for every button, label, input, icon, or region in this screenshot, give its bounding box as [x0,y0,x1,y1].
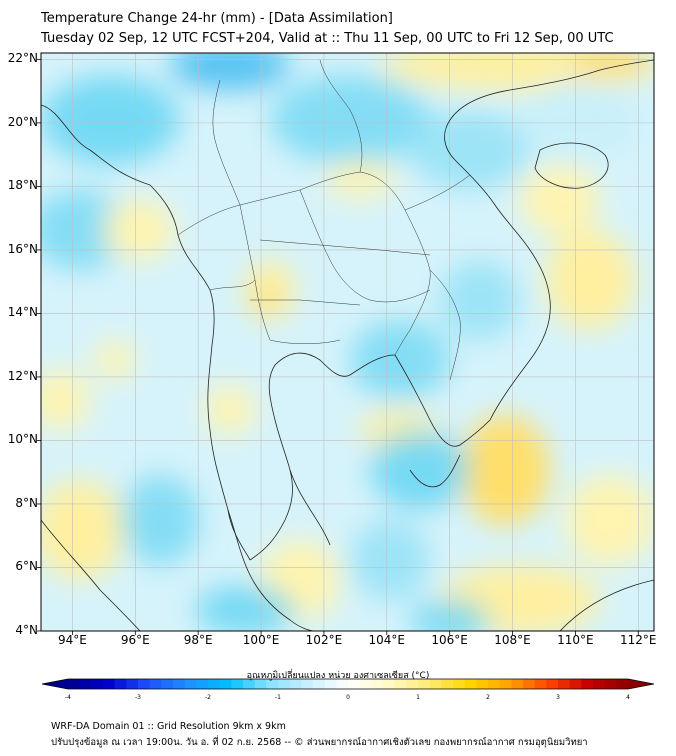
lon-tick-label: 98°E [183,633,213,647]
map-field [41,53,654,631]
colorbar-segment [464,679,477,689]
colorbar-segment [289,679,302,689]
colorbar-tick-label: 2 [486,694,490,701]
lon-tick-label: 94°E [57,633,87,647]
lat-tick-label: 6°N [15,559,38,574]
colorbar-segment [231,679,244,689]
colorbar-max-arrow [628,679,654,689]
colorbar-segment [383,679,396,689]
lat-tick-label: 4°N [15,623,38,637]
map-frame [40,52,655,632]
lon-tick-label: 96°E [120,633,150,647]
lat-tick-label: 16°N [7,241,38,256]
lon-tick-label: 104°E [368,633,406,647]
colorbar-segment [616,679,629,689]
colorbar-segment [499,679,512,689]
colorbar-segment [243,679,256,689]
colorbar-segment [196,679,209,689]
colorbar-segment [126,679,139,689]
axis-ticks [37,58,639,635]
colorbar-segment [511,679,524,689]
colorbar-segment [79,679,92,689]
colorbar-segment [278,679,291,689]
lon-tick-label: 100°E [242,633,280,647]
chart-title: Temperature Change 24-hr (mm) - [Data As… [41,11,393,26]
lon-tick-label: 102°E [305,633,343,647]
colorbar-segment [394,679,407,689]
lat-tick-label: 10°N [7,432,38,447]
colorbar-segment [429,679,442,689]
footer-credit: ปรับปรุงข้อมูล ณ เวลา 19:00น. วัน อ. ที่… [51,737,588,748]
lat-tick-label: 22°N [7,51,38,66]
colorbar-min-arrow [42,679,68,689]
colorbar-segment [348,679,361,689]
colorbar-segment [336,679,349,689]
colorbar-segment [359,679,372,689]
colorbar-segment [581,679,594,689]
coastlines [41,59,654,631]
colorbar-segment [301,679,314,689]
colorbar-tick-label: -3 [135,694,141,701]
colorbar-segment [173,679,186,689]
colorbar-tick-label: -4 [65,694,71,701]
colorbar-segment [604,679,617,689]
graticule [41,53,654,631]
colorbar-segment [324,679,337,689]
colorbar-segment [219,679,232,689]
lon-tick-label: 106°E [431,633,468,647]
colorbar-segment [313,679,326,689]
colorbar-segment [254,679,267,689]
lon-tick-label: 110°E [557,633,594,647]
colorbar-segment [91,679,104,689]
colorbar-tick-label: 1 [416,694,420,701]
colorbar-segment [523,679,536,689]
colorbar-segment [488,679,501,689]
colorbar-segment [161,679,174,689]
colorbar-tick-label: 3 [556,694,560,701]
lon-tick-label: 112°E [620,633,657,647]
admin-borders [177,59,471,381]
colorbar-segment [406,679,419,689]
colorbar-tick-label: -2 [205,694,211,701]
chart-subtitle: Tuesday 02 Sep, 12 UTC FCST+204, Valid a… [41,31,614,46]
colorbar-segment [138,679,151,689]
colorbar-segment [593,679,606,689]
colorbar-segment [534,679,547,689]
colorbar-segment [68,679,81,689]
colorbar-title: อุณหภูมิเปลี่ยนแปลง หน่วย องศาเซลเซียส (… [246,671,430,681]
lat-tick-label: 20°N [7,114,38,129]
colorbar-segment [371,679,384,689]
lat-tick-label: 18°N [7,178,38,193]
colorbar-segment [266,679,279,689]
colorbar [41,678,655,690]
colorbar-segment [453,679,466,689]
colorbar-tick-label: 0 [346,694,350,701]
colorbar-segment [569,679,582,689]
colorbar-segment [476,679,489,689]
colorbar-segment [184,679,197,689]
lat-tick-label: 12°N [7,368,38,383]
footer-domain-info: WRF-DA Domain 01 :: Grid Resolution 9km … [51,721,286,732]
colorbar-tick-label: -1 [275,694,281,701]
colorbar-segment [441,679,454,689]
lat-tick-label: 8°N [15,495,38,510]
colorbar-tick-label: 4 [626,694,630,701]
colorbar-segment [103,679,116,689]
colorbar-frame [41,678,655,690]
colorbar-segment [149,679,162,689]
colorbar-segment [558,679,571,689]
colorbar-segment [208,679,221,689]
lon-tick-label: 108°E [494,633,531,647]
lat-tick-label: 14°N [7,305,38,320]
colorbar-segment [114,679,127,689]
colorbar-segment [546,679,559,689]
colorbar-segment [418,679,431,689]
